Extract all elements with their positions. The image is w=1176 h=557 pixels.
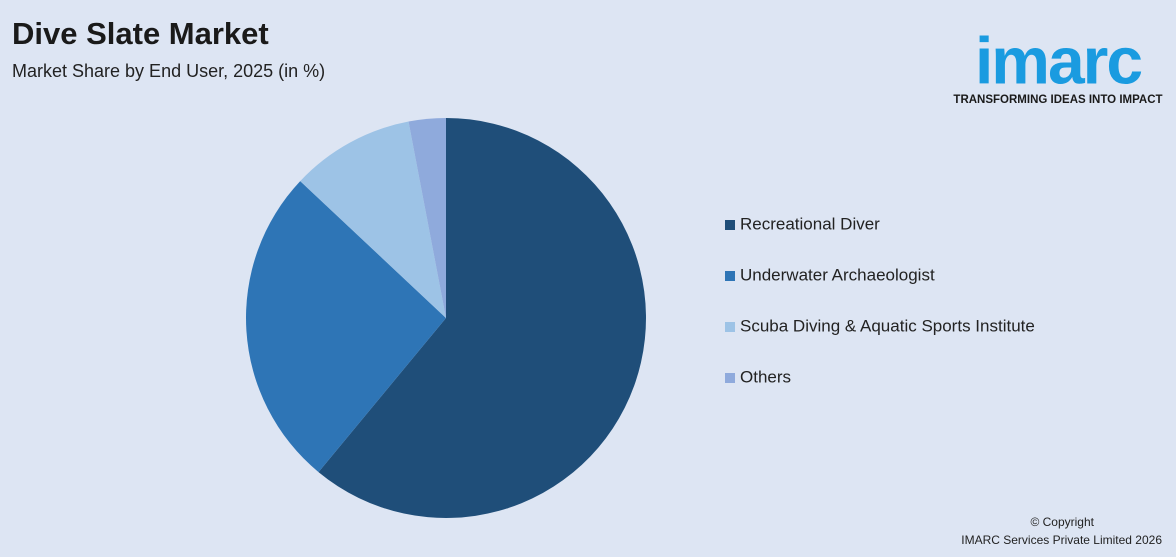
- legend-label: Recreational Diver: [740, 214, 880, 233]
- copyright-company: IMARC Services Private Limited 2026: [961, 533, 1162, 547]
- pie-slice: [245, 181, 446, 473]
- pie-slice: [318, 118, 646, 518]
- chart-subtitle: Market Share by End User, 2025 (in %): [12, 61, 325, 81]
- legend-swatch: [725, 322, 735, 332]
- legend-swatch: [725, 373, 735, 383]
- legend-label: Scuba Diving & Aquatic Sports Institute: [740, 316, 1035, 335]
- legend-label: Underwater Archaeologist: [740, 265, 935, 284]
- pie-slice: [408, 118, 446, 318]
- legend-swatch: [725, 220, 735, 230]
- legend-label: Others: [740, 367, 791, 386]
- logo: imarc: [975, 23, 1141, 97]
- pie: [245, 118, 646, 518]
- logo-tagline: TRANSFORMING IDEAS INTO IMPACT: [953, 94, 1162, 106]
- copyright: © Copyright: [1030, 515, 1094, 529]
- pie-slice: [300, 121, 446, 319]
- legend-swatch: [725, 271, 735, 281]
- legend: Recreational Diver Underwater Archaeologi…: [725, 214, 1035, 386]
- chart-title: Dive Slate Market: [12, 16, 269, 51]
